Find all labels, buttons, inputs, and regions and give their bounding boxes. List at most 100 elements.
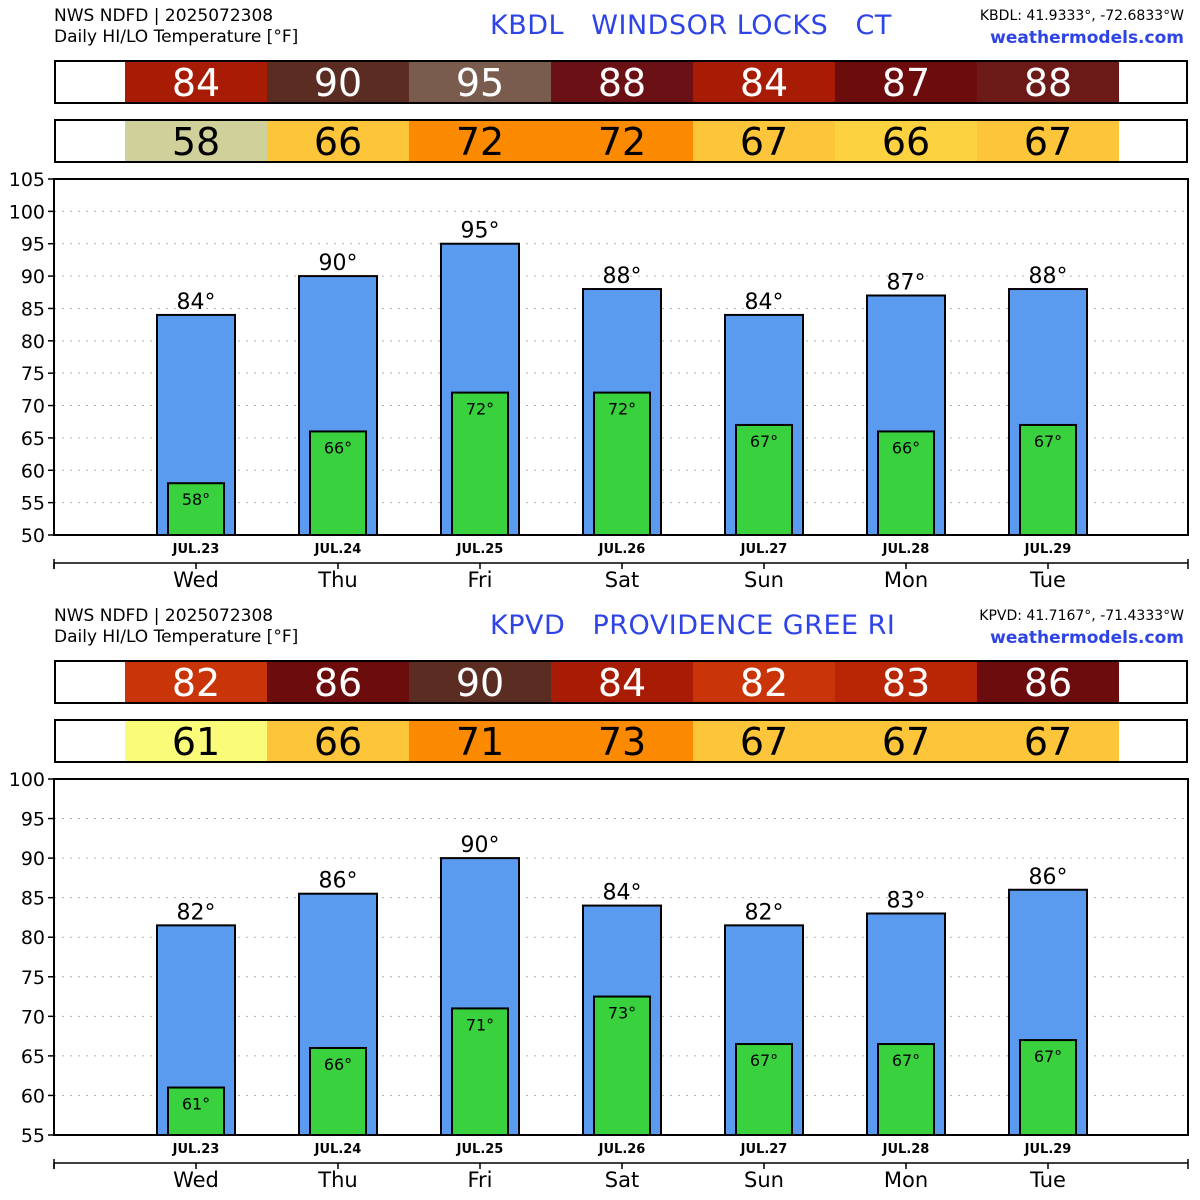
lo-bar [167, 482, 225, 536]
lo-cell: 61 [125, 721, 267, 763]
hi-cell: 87 [835, 62, 977, 104]
lo-data-label: 67° [892, 1051, 920, 1070]
lo-cell: 67 [693, 721, 835, 763]
lo-data-label: 67° [1034, 1047, 1062, 1066]
lo-data-label: 67° [750, 432, 778, 451]
y-tick-label: 95 [21, 234, 45, 256]
day-label: Sun [744, 568, 784, 592]
y-tick-label: 80 [21, 927, 45, 949]
day-label: Wed [173, 1168, 219, 1192]
date-label: JUL.29 [1024, 1142, 1072, 1157]
hi-cell: 84 [551, 662, 693, 704]
hi-cell: 86 [977, 662, 1119, 704]
date-label: JUL.25 [456, 1142, 504, 1157]
site-link[interactable]: weathermodels.com [990, 628, 1184, 648]
hi-data-label: 83° [887, 888, 926, 913]
y-tick-label: 65 [21, 1046, 45, 1068]
date-label: JUL.28 [882, 1142, 930, 1157]
date-label: JUL.25 [456, 542, 504, 557]
hi-cell: 88 [977, 62, 1119, 104]
hi-data-label: 82° [745, 900, 784, 925]
hi-data-label: 86° [1029, 865, 1068, 890]
y-tick-label: 70 [21, 396, 45, 418]
hi-data-label: 84° [603, 881, 642, 906]
y-tick-label: 100 [9, 769, 45, 791]
lo-data-label: 58° [182, 490, 210, 509]
station-panel-1: NWS NDFD | 2025072308 Daily HI/LO Temper… [9, 6, 1189, 592]
hi-cell: 88 [551, 62, 693, 104]
hi-cell: 90 [267, 62, 409, 104]
day-label: Wed [173, 568, 219, 592]
lo-bar [593, 391, 651, 536]
lo-cell: 73 [551, 721, 693, 763]
station-title: KPVD PROVIDENCE GREE RI [490, 610, 896, 641]
date-label: JUL.26 [598, 1142, 646, 1157]
date-label: JUL.23 [172, 1142, 220, 1157]
source-label: NWS NDFD | 2025072308 [54, 6, 274, 26]
lo-cell: 67 [693, 121, 835, 163]
hi-data-label: 88° [1029, 264, 1068, 289]
hi-cell: 84 [693, 62, 835, 104]
lo-data-label: 66° [892, 438, 920, 457]
site-link[interactable]: weathermodels.com [990, 28, 1184, 48]
station-title: KBDL WINDSOR LOCKS CT [490, 10, 892, 41]
day-label: Thu [317, 568, 357, 592]
day-label: Thu [317, 1168, 357, 1192]
y-tick-label: 85 [21, 888, 45, 910]
hi-data-label: 88° [603, 264, 642, 289]
day-label: Sat [605, 1168, 639, 1192]
lo-cell: 67 [977, 121, 1119, 163]
day-label: Sun [744, 1168, 784, 1192]
day-label: Fri [467, 1168, 492, 1192]
y-tick-label: 95 [21, 809, 45, 831]
hi-cell: 86 [267, 662, 409, 704]
hi-cell: 82 [693, 662, 835, 704]
lo-strip: 58 66 72 72 67 66 67 [54, 119, 1188, 163]
y-tick-label: 60 [21, 460, 45, 482]
lo-data-label: 71° [466, 1015, 494, 1034]
date-label: JUL.27 [740, 542, 788, 557]
hi-data-label: 82° [177, 900, 216, 925]
lo-bar [593, 995, 651, 1136]
source-label: NWS NDFD | 2025072308 [54, 606, 274, 626]
lo-data-label: 67° [1034, 432, 1062, 451]
y-tick-label: 50 [21, 525, 45, 547]
plot-frame [53, 178, 1189, 536]
y-tick-label: 75 [21, 363, 45, 385]
hi-strip: 84 90 95 88 84 87 88 [54, 60, 1188, 104]
day-label: Fri [467, 568, 492, 592]
station-coords: KBDL: 41.9333°, -72.6833°W [979, 8, 1184, 24]
hi-data-label: 90° [461, 833, 500, 858]
y-tick-label: 100 [9, 201, 45, 223]
lo-cell: 72 [409, 121, 551, 163]
station-coords: KPVD: 41.7167°, -71.4333°W [979, 608, 1184, 624]
temperature-chart: 55 60 65 70 75 80 85 90 95 100 82° 61° JUL.23 Wed 86° 6… [9, 769, 1189, 1192]
lo-cell: 71 [409, 721, 551, 763]
hi-cell: 83 [835, 662, 977, 704]
subtitle-label: Daily HI/LO Temperature [°F] [54, 27, 299, 47]
hi-data-label: 95° [461, 219, 500, 244]
plot-frame [53, 778, 1189, 1136]
date-label: JUL.26 [598, 542, 646, 557]
date-label: JUL.29 [1024, 542, 1072, 557]
lo-bar [735, 423, 793, 536]
lo-bar [309, 430, 367, 537]
y-tick-label: 55 [21, 493, 45, 515]
lo-data-label: 61° [182, 1095, 210, 1114]
lo-data-label: 72° [466, 400, 494, 419]
y-tick-label: 105 [9, 169, 45, 191]
lo-cell: 66 [835, 121, 977, 163]
temperature-chart: 50 55 60 65 70 75 80 85 90 95 100 105 84° 58° JUL.23 We… [9, 169, 1189, 592]
hi-data-label: 86° [319, 869, 358, 894]
y-tick-label: 55 [21, 1125, 45, 1147]
date-label: JUL.24 [314, 542, 362, 557]
subtitle-label: Daily HI/LO Temperature [°F] [54, 627, 299, 647]
lo-bar [1019, 1039, 1077, 1137]
lo-data-label: 73° [608, 1004, 636, 1023]
date-label: JUL.24 [314, 1142, 362, 1157]
hi-cell: 82 [125, 662, 267, 704]
y-tick-label: 70 [21, 1006, 45, 1028]
lo-cell: 67 [977, 721, 1119, 763]
lo-cell: 67 [835, 721, 977, 763]
lo-data-label: 66° [324, 1055, 352, 1074]
